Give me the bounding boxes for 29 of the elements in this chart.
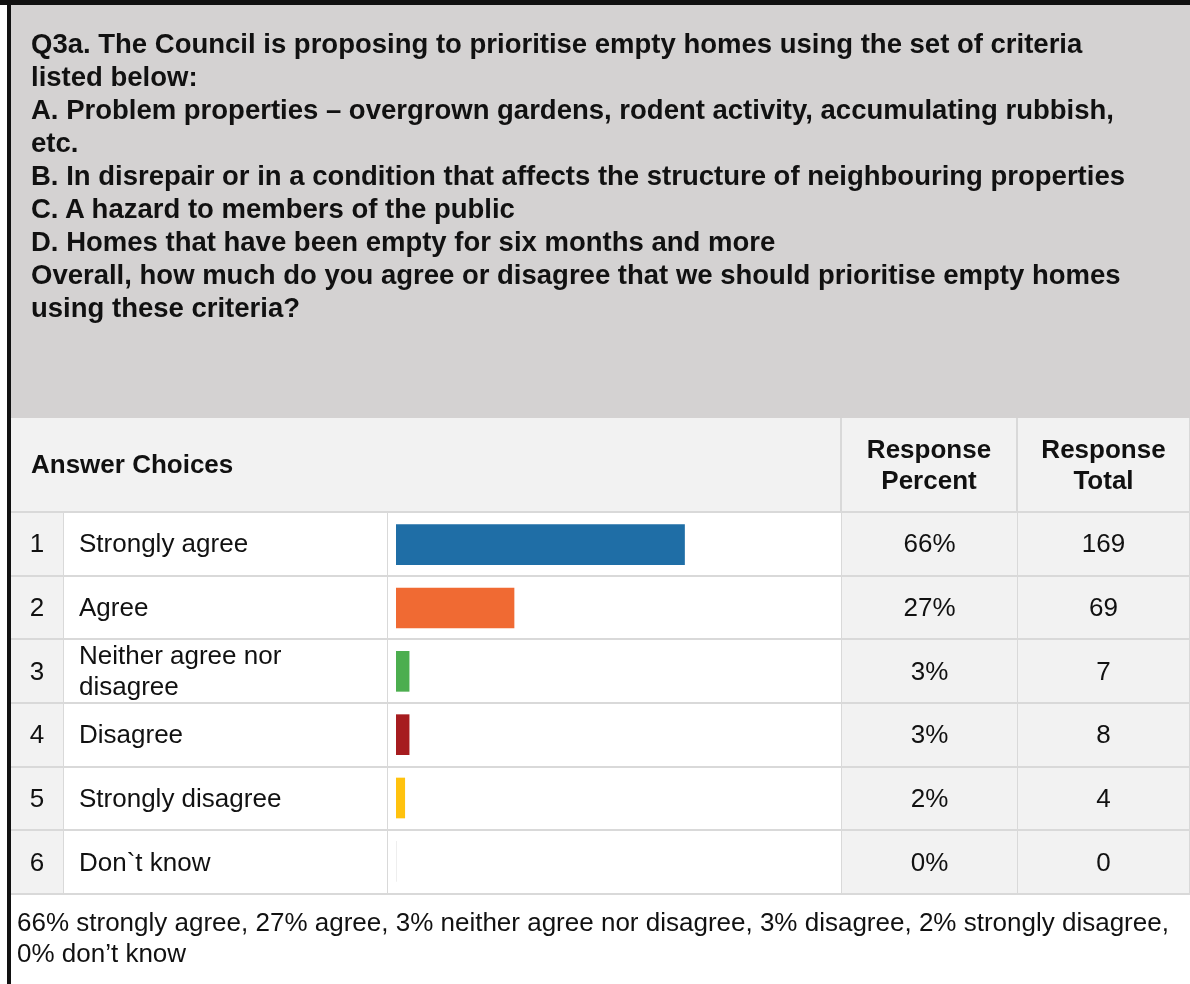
table-cell: 5 (11, 767, 64, 832)
text: Response Percent (842, 418, 1018, 513)
table-cell: 0% (842, 831, 1018, 895)
table-cell: 27% (842, 576, 1018, 641)
table-cell: 0 (1018, 831, 1190, 895)
table-cell: 66% (842, 513, 1018, 577)
y-tick-label: Strongly disagree (64, 767, 388, 832)
table-cell: 4 (1018, 767, 1190, 832)
text: Response Total (1018, 418, 1190, 513)
table-cell: 69 (1018, 576, 1190, 641)
table-cell: 2% (842, 767, 1018, 832)
table-cell: 7 (1018, 640, 1190, 704)
y-tick-label: Strongly agree (64, 513, 388, 577)
y-tick-label: Disagree (64, 704, 388, 768)
table-cell: 8 (1018, 704, 1190, 768)
y-tick-label: Neither agree nor disagree (64, 640, 388, 704)
table-cell: 3 (11, 640, 64, 704)
y-axis-title: Answer Choices (11, 418, 842, 513)
text: 66% strongly agree, 27% agree, 3% neither agree nor disagree, 3% disagree, 2% strongly disagree, 0% don’t know (16, 906, 1170, 970)
table-cell: 3% (842, 640, 1018, 704)
y-tick-label: Don`t know (64, 831, 388, 895)
table-cell: 3% (842, 704, 1018, 768)
table-cell: 169 (1018, 513, 1190, 577)
y-tick-label: Agree (64, 576, 388, 641)
table-cell: 1 (11, 513, 64, 577)
question-panel: Q3a. The Council is proposing to prioritise empty homes using the set of criteria listed below: A. Problem properties – overgrown gardens, rodent activity, accumulating rubbish, etc. B. In disrepair or in a condition that affects the structure of neighbouring properties C. A hazard to members of the public D. Homes that have been empty for six months and more Overall, how much do you agree or disagree that we should prioritise empty homes using these criteria? (11, 5, 1190, 418)
table-cell: 2 (11, 576, 64, 641)
table-cell: 4 (11, 704, 64, 768)
table-cell: 6 (11, 831, 64, 895)
